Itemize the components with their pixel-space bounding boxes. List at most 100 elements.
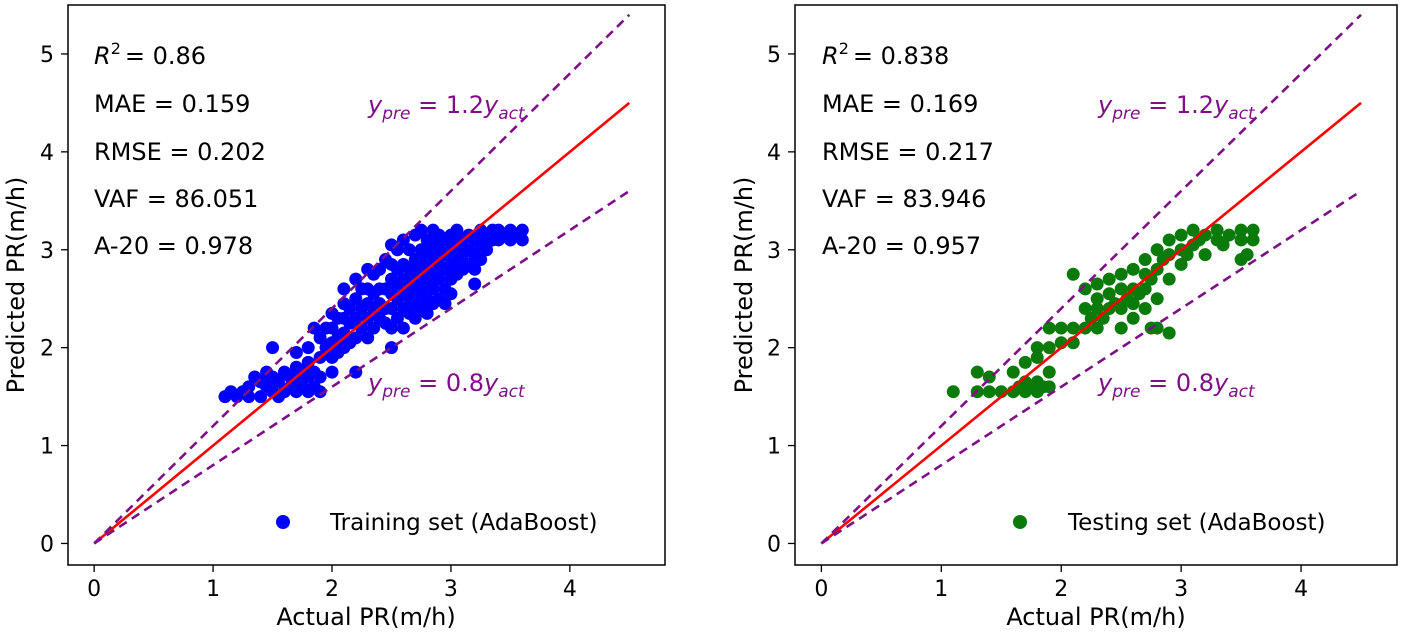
right-data-point [1126, 297, 1140, 311]
left-data-point [515, 233, 529, 247]
left-data-point [313, 331, 327, 345]
left-stats: R2 = 0.86 MAE = 0.159 RMSE = 0.202 VAF = … [94, 39, 266, 260]
left-data-point [361, 331, 375, 345]
left-x-tick-label: 4 [563, 577, 577, 602]
right-data-point [1114, 301, 1128, 315]
right-data-point [1018, 355, 1032, 369]
left-data-point [337, 282, 351, 296]
left-data-point [480, 243, 494, 257]
right-stat-r2: R2 = 0.838 [822, 39, 949, 70]
left-data-point [271, 375, 285, 389]
right-stat-rmse: RMSE = 0.217 [822, 138, 994, 166]
right-data-point [1162, 233, 1176, 247]
right-data-point [1162, 272, 1176, 286]
right-y-axis-label: Predicted PR(m/h) [730, 177, 758, 394]
right-x-tick-label: 4 [1294, 577, 1308, 602]
right-data-point [946, 385, 960, 399]
right-x-tick-label: 2 [1054, 577, 1068, 602]
left-x-axis-label: Actual PR(m/h) [276, 603, 455, 631]
right-legend-marker [1013, 515, 1027, 529]
left-data-point [254, 390, 268, 404]
right-y-tick-label: 4 [767, 141, 781, 166]
right-data-point [1114, 282, 1128, 296]
right-data-point [982, 385, 996, 399]
right-y-tick-label: 1 [767, 435, 781, 460]
right-y-tick-label: 5 [767, 43, 781, 68]
left-stat-mae: MAE = 0.159 [94, 90, 250, 118]
right-legend-label: Testing set (AdaBoost) [1067, 510, 1326, 536]
left-data-point [325, 321, 339, 335]
left-x-tick-label: 2 [325, 577, 339, 602]
right-data-point [1042, 341, 1056, 355]
left-data-point [402, 243, 416, 257]
left-legend-label: Training set (AdaBoost) [329, 510, 597, 536]
right-plot-frame [794, 4, 1398, 566]
right-x-tick-label: 0 [814, 577, 828, 602]
left-data-point [408, 311, 422, 325]
left-data-point [426, 282, 440, 296]
right-data-point [1054, 321, 1068, 335]
right-data-point [1114, 267, 1128, 281]
left-data-point [349, 331, 363, 345]
right-data-point [1042, 380, 1056, 394]
left-data-point [420, 306, 434, 320]
left-legend: Training set (AdaBoost) [276, 510, 597, 536]
left-data-point [515, 223, 529, 237]
right-data-point [1078, 301, 1092, 315]
right-data-point [1234, 223, 1248, 237]
right-data-point [1042, 365, 1056, 379]
right-data-point [1186, 223, 1200, 237]
left-data-point [468, 277, 482, 291]
left-stat-r2: R2 = 0.86 [94, 39, 206, 70]
left-eq-lower: ypre = 0.8yact [367, 369, 526, 402]
right-legend: Testing set (AdaBoost) [1013, 510, 1326, 536]
left-data-point [390, 311, 404, 325]
left-data-point [289, 346, 303, 360]
right-x-tick-label: 1 [934, 577, 948, 602]
left-stat-a20: A-20 = 0.978 [94, 232, 253, 260]
right-data-point [1240, 248, 1254, 262]
right-data-point [1150, 292, 1164, 306]
right-data-point [1006, 365, 1020, 379]
left-data-point [325, 365, 339, 379]
left-x-tick-label: 3 [444, 577, 458, 602]
left-legend-marker [276, 515, 290, 529]
right-data-point [1150, 243, 1164, 257]
left-data-point [474, 253, 488, 267]
right-data-point [1246, 233, 1260, 247]
right-fit-line [820, 101, 1362, 545]
right-panel: 0 1 2 3 4 0 1 2 3 4 5 R2 = 0.838 MAE = 0.169 RMSE =… [730, 4, 1398, 631]
left-data-point [468, 262, 482, 276]
left-data-point [384, 301, 398, 315]
left-stat-rmse: RMSE = 0.202 [94, 138, 266, 166]
right-stat-vaf: VAF = 83.946 [822, 185, 986, 213]
right-data-point [1114, 321, 1128, 335]
left-data-point [349, 292, 363, 306]
right-data-point [1090, 292, 1104, 306]
left-y-tick-label: 1 [40, 435, 54, 460]
right-data-point [1102, 287, 1116, 301]
left-data-point [414, 223, 428, 237]
left-data-point [396, 233, 410, 247]
left-data-point [450, 223, 464, 237]
right-data-point [1180, 248, 1194, 262]
left-data-point [266, 341, 280, 355]
right-data-point [1042, 321, 1056, 335]
right-eq-upper: ypre = 1.2yact [1097, 91, 1256, 124]
left-data-point [438, 297, 452, 311]
right-stats: R2 = 0.838 MAE = 0.169 RMSE = 0.217 VAF =… [822, 39, 994, 260]
right-x-axis-label: Actual PR(m/h) [1006, 603, 1185, 631]
right-data-point [1246, 223, 1260, 237]
left-y-axis-label: Predicted PR(m/h) [2, 177, 30, 394]
right-y-tick-label: 3 [767, 239, 781, 264]
left-lower-bound-line [93, 189, 631, 545]
left-stat-vaf: VAF = 86.051 [94, 185, 258, 213]
right-data-point [1090, 301, 1104, 315]
left-data-point [349, 311, 363, 325]
right-data-point [1090, 321, 1104, 335]
left-data-point [313, 370, 327, 384]
left-fit-line [93, 101, 631, 545]
right-data-point [1102, 272, 1116, 286]
right-data-point [1066, 321, 1080, 335]
right-y-tick-label: 2 [767, 337, 781, 362]
